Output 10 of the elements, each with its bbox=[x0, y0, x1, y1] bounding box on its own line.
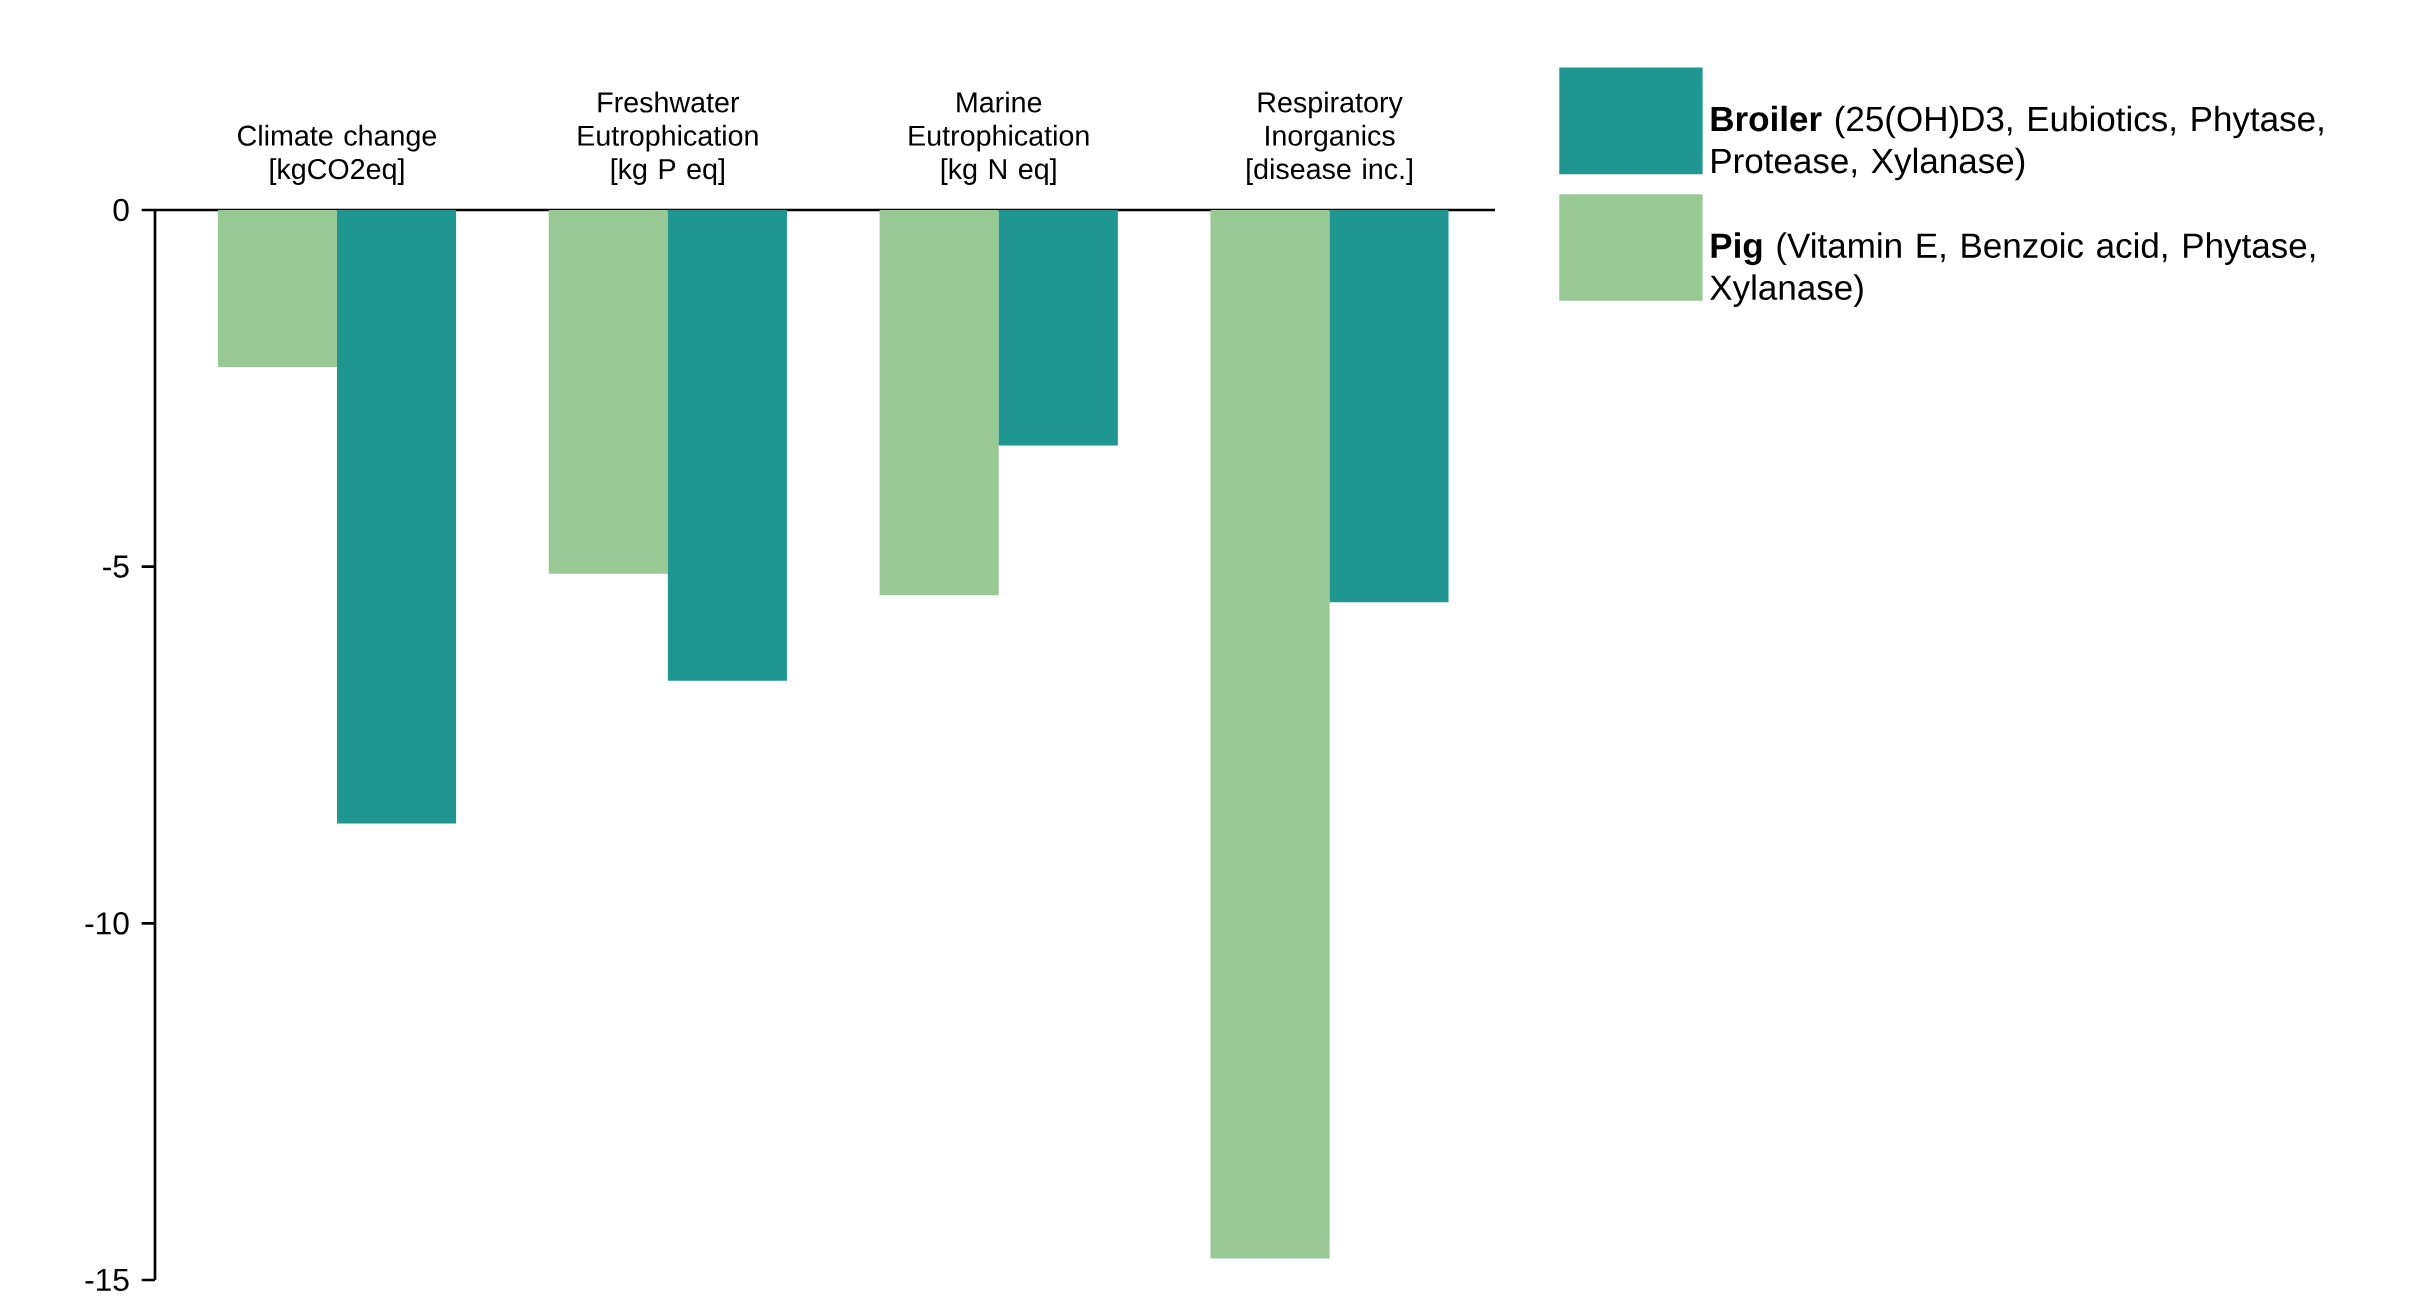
x-tick-label: Respiratory Inorganics [disease inc.] bbox=[1247, 91, 1412, 185]
y-tick-label: -5 bbox=[103, 555, 129, 578]
x-tick-label: Freshwater Eutrophication [kg P eq] bbox=[578, 91, 758, 185]
y-tick-label: -15 bbox=[85, 1268, 129, 1291]
x-tick-label: Climate change [kgCO2eq] bbox=[238, 124, 437, 185]
y-tick-label: 0 bbox=[113, 198, 129, 222]
y-tick-label: -10 bbox=[85, 912, 129, 935]
text: Broiler (25(OH)D3, Eubiotics, Phytase, Protease, Xylanase) bbox=[1711, 105, 2323, 181]
text: Pig (Vitamin E, Benzoic acid, Phytase, Xylanase) bbox=[1710, 232, 2315, 307]
x-tick-label: Marine Eutrophication [kg N eq] bbox=[909, 91, 1089, 185]
